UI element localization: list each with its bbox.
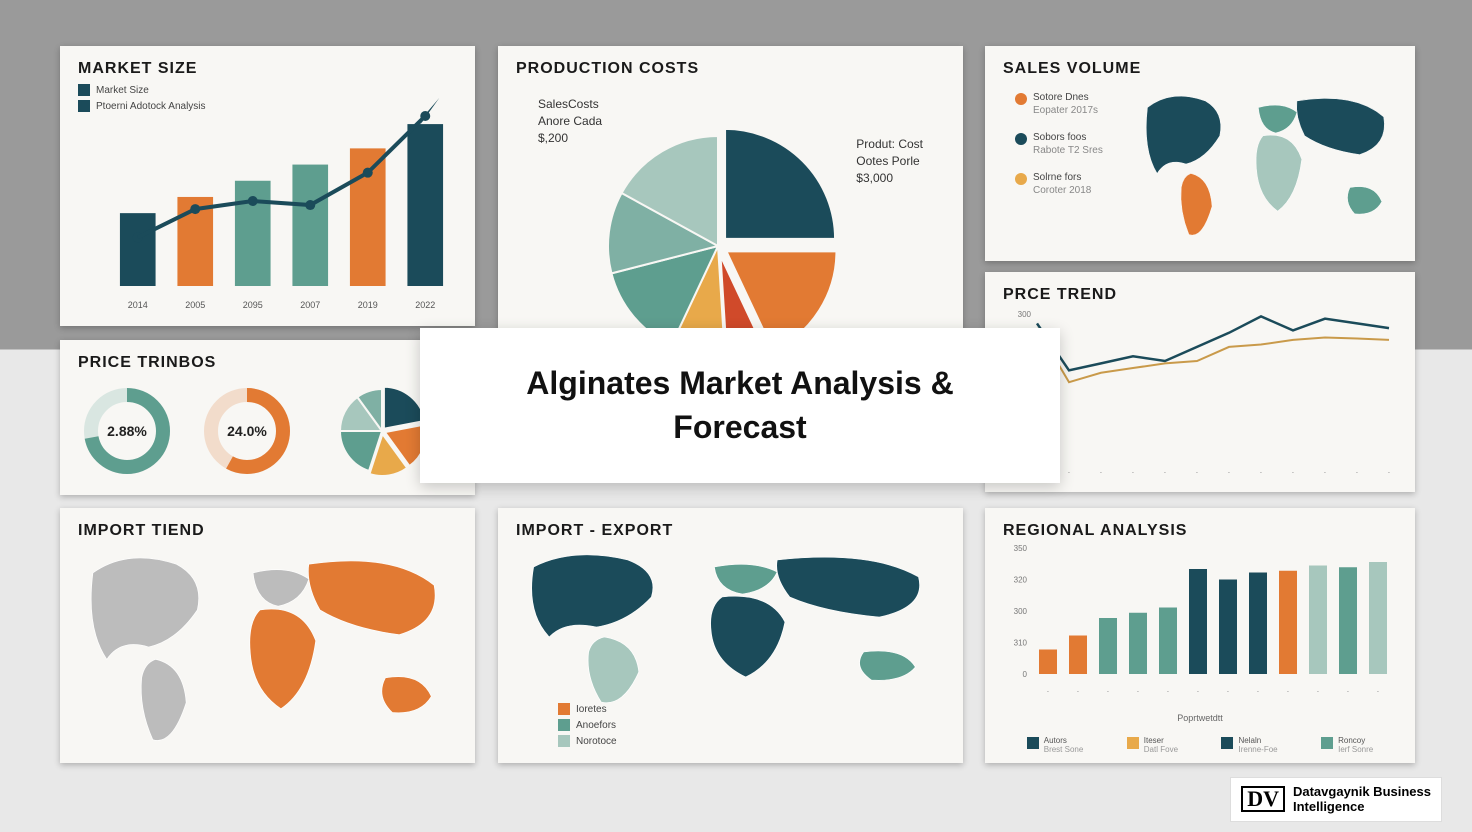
svg-text:·: · [1347,687,1350,696]
svg-text:2022: 2022 [415,300,435,310]
svg-text:2007: 2007 [300,300,320,310]
import-export-legend: IoretesAnoeforsNorotoce [558,703,617,751]
svg-text:·: · [1196,468,1199,477]
svg-text:24.0%: 24.0% [227,423,267,439]
svg-text:350: 350 [1014,544,1028,553]
market-size-chart: 2014 2005 2095 2007 2019 2022 [74,86,464,316]
logo-line2: Intelligence [1293,799,1365,814]
market-size-title: MARKET SIZE [78,60,457,78]
svg-text:·: · [1317,687,1320,696]
svg-text:300: 300 [1014,607,1028,616]
card-market-size: MARKET SIZE Market Size Ptoerni Adotock … [60,46,475,326]
svg-text:·: · [1287,687,1290,696]
logo-line1: Datavgaynik Business [1293,784,1431,799]
card-sales-volume: SALES VOLUME Sotore DnesEopater 2017sSob… [985,46,1415,261]
card-regional-analysis: REGIONAL ANALYSIS 350 320 300 310 0 · · · · · · · · ·… [985,508,1415,763]
sales-volume-map [1133,84,1403,244]
svg-text:2005: 2005 [185,300,205,310]
price-trends-small-charts: 2.88% 24.0% [72,376,462,486]
svg-text:·: · [1107,687,1110,696]
production-costs-pie [508,76,948,336]
svg-text:·: · [1292,468,1295,477]
regional-footer-legend: AutorsBrest SoneIteserDatl FoveNelalnIre… [1005,736,1395,755]
card-import-trend: IMPORT TIEND [60,508,475,763]
svg-text:2.88%: 2.88% [107,423,147,439]
card-import-export: IMPORT - EXPORT IoretesAnoeforsNorotoce [498,508,963,763]
sales-volume-title: SALES VOLUME [1003,60,1397,78]
price-trend-title: PRCE TREND [1003,286,1397,304]
svg-text:2014: 2014 [128,300,148,310]
price-trends-small-title: PRICE TRINBOS [78,354,457,372]
svg-text:·: · [1227,687,1230,696]
svg-text:2019: 2019 [358,300,378,310]
svg-text:·: · [1356,468,1359,477]
overlay-title-text: Alginates Market Analysis & Forecast [460,362,1020,448]
svg-text:2095: 2095 [243,300,263,310]
svg-text:320: 320 [1014,576,1028,585]
svg-text:·: · [1137,687,1140,696]
regional-title: REGIONAL ANALYSIS [1003,522,1397,540]
svg-text:·: · [1167,687,1170,696]
svg-text:·: · [1164,468,1167,477]
overlay-title: Alginates Market Analysis & Forecast [420,328,1060,483]
card-price-trends-small: PRICE TRINBOS 2.88% 24.0% [60,340,475,495]
import-trend-map [72,542,462,752]
svg-text:·: · [1228,468,1231,477]
card-production-costs: PRODUCTION COSTS SalesCosts Anore Cada $… [498,46,963,341]
svg-text:·: · [1324,468,1327,477]
import-trend-title: IMPORT TIEND [78,522,457,540]
logo-text: Datavgaynik Business Intelligence [1293,784,1431,815]
svg-text:·: · [1068,468,1071,477]
svg-text:0: 0 [1023,670,1028,679]
svg-text:·: · [1100,468,1103,477]
svg-text:·: · [1197,687,1200,696]
svg-text:·: · [1047,687,1050,696]
svg-text:·: · [1377,687,1380,696]
logo-mark: DV [1241,786,1285,812]
sales-volume-legend: Sotore DnesEopater 2017sSobors foosRabot… [1015,91,1103,211]
svg-text:·: · [1260,468,1263,477]
svg-text:310: 310 [1014,639,1028,648]
import-export-title: IMPORT - EXPORT [516,522,945,540]
svg-text:300: 300 [1018,310,1032,319]
regional-footer-label: Poprtwetdtt [985,713,1415,723]
svg-text:·: · [1077,687,1080,696]
regional-chart: 350 320 300 310 0 · · · · · · · · · · · · [999,542,1399,702]
svg-text:·: · [1388,468,1391,477]
import-export-map [510,542,950,712]
svg-text:·: · [1132,468,1135,477]
logo: DV Datavgaynik Business Intelligence [1230,777,1442,822]
svg-text:·: · [1257,687,1260,696]
